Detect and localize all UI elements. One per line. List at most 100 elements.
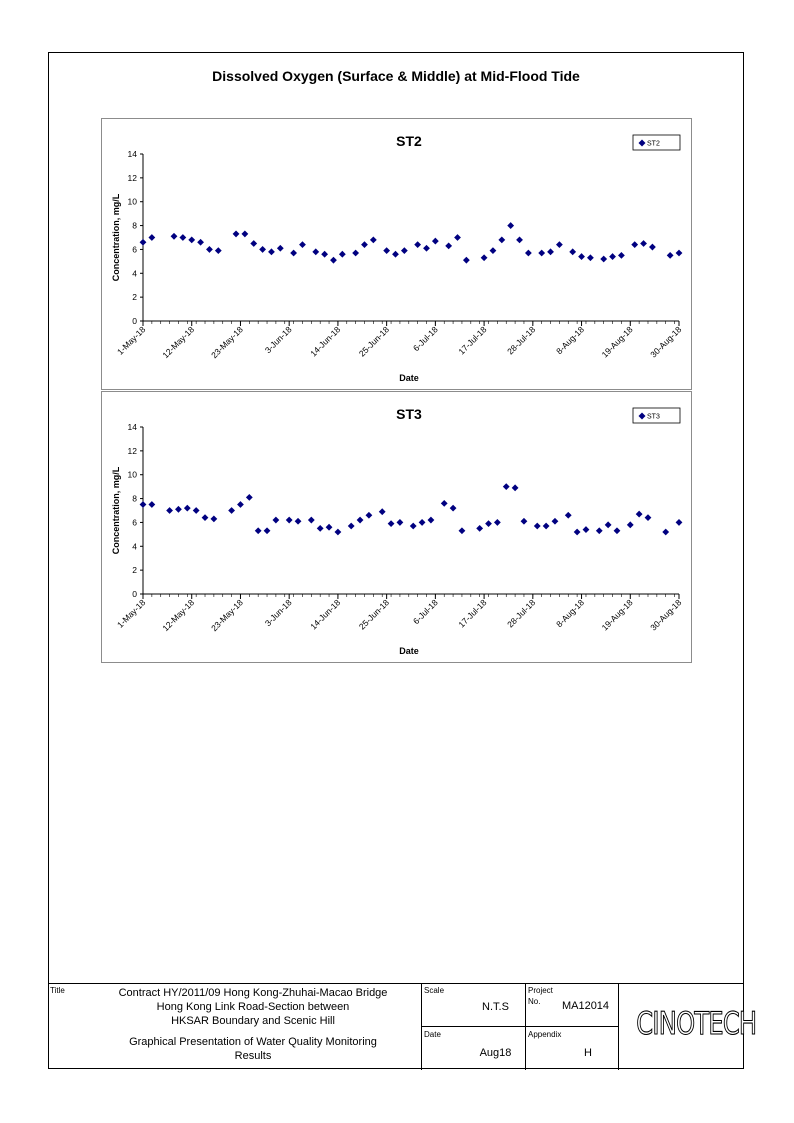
chart-svg: ST3 0 2 4 6 8 10 12 14 1-May-18 12-May-18 23-May-18…	[111, 406, 684, 656]
data-point	[299, 241, 306, 249]
y-tick-label: 0	[132, 316, 137, 326]
data-point	[245, 493, 253, 501]
x-tick-label: 28-Jul-18	[505, 324, 537, 356]
data-point	[290, 249, 298, 257]
y-axis-label: Concentration, mg/L	[111, 466, 121, 554]
data-point	[409, 522, 417, 530]
x-axis-label: Date	[399, 646, 419, 656]
chart-panel-st2: ST2 0 2 4 6 8 10 12 14 1-May-18 12-May-18 23-May-18…	[101, 118, 692, 390]
x-tick-label: 17-Jul-18	[456, 324, 488, 356]
data-point	[175, 505, 182, 513]
data-point	[462, 256, 470, 264]
y-tick-label: 6	[132, 517, 137, 527]
project-label: Project	[528, 986, 553, 995]
data-point	[582, 526, 590, 533]
y-tick-label: 14	[128, 422, 138, 432]
data-point	[365, 511, 373, 519]
data-point	[312, 248, 320, 256]
x-tick-label: 25-Jun-18	[357, 597, 391, 631]
data-point	[613, 527, 621, 535]
x-tick-label: 8-Aug-18	[554, 597, 586, 629]
data-point	[649, 243, 656, 251]
legend: ST3	[632, 407, 681, 424]
data-point	[183, 504, 191, 512]
data-point	[259, 246, 267, 253]
data-point	[272, 516, 280, 524]
page-frame	[48, 52, 744, 1069]
chart-svg: ST2 0 2 4 6 8 10 12 14 1-May-18 12-May-18 23-May-18…	[111, 133, 684, 383]
data-point	[237, 501, 244, 508]
y-tick-label: 8	[132, 494, 137, 504]
data-point	[179, 234, 187, 241]
data-point	[573, 528, 581, 536]
data-point	[250, 240, 258, 247]
legend-box	[632, 407, 681, 424]
data-point	[139, 238, 147, 246]
x-tick-label: 14-Jun-18	[308, 324, 342, 358]
data-point	[445, 242, 453, 250]
legend-label: ST3	[647, 414, 660, 421]
data-point	[604, 521, 612, 529]
data-point	[423, 244, 430, 252]
data-point	[276, 244, 284, 252]
legend-marker	[638, 412, 646, 420]
data-point	[188, 236, 196, 244]
chart-panel-st3: ST3 0 2 4 6 8 10 12 14 1-May-18 12-May-18 23-May-18…	[101, 391, 692, 663]
project-no-label: No.	[528, 997, 541, 1006]
y-axis-label: Concentration, mg/L	[111, 193, 121, 281]
divider	[421, 984, 422, 1070]
x-tick-label: 28-Jul-18	[505, 597, 537, 629]
data-point	[485, 520, 492, 528]
data-point	[330, 256, 337, 264]
date-value: Aug18	[479, 1047, 512, 1059]
data-point	[498, 236, 506, 244]
y-tick-label: 14	[128, 149, 138, 159]
data-point	[511, 484, 519, 492]
data-point	[431, 237, 439, 245]
y-tick-label: 4	[132, 541, 137, 551]
y-tick-label: 6	[132, 244, 137, 254]
y-tick-label: 10	[128, 470, 138, 480]
data-point	[578, 253, 585, 260]
data-point	[170, 232, 178, 240]
data-point	[454, 234, 461, 241]
x-tick-label: 12-May-18	[160, 324, 196, 360]
y-tick-label: 4	[132, 268, 137, 278]
data-point	[520, 517, 528, 525]
appendix-value: H	[584, 1047, 592, 1059]
data-point	[524, 249, 532, 257]
data-point	[618, 251, 625, 259]
x-tick-label: 23-May-18	[209, 597, 245, 633]
x-tick-label: 17-Jul-18	[456, 597, 488, 629]
data-point	[666, 251, 674, 259]
chart-title: ST3	[396, 406, 422, 422]
drawing-subtitle: Graphical Presentation of Water Quality …	[88, 1035, 418, 1063]
data-point	[507, 222, 515, 229]
y-tick-label: 2	[132, 292, 137, 302]
data-point	[600, 255, 608, 263]
data-point	[631, 241, 639, 249]
data-point	[644, 514, 652, 522]
data-point	[493, 519, 501, 526]
data-point	[542, 522, 550, 530]
date-label: Date	[424, 1030, 441, 1039]
data-point	[396, 519, 404, 526]
data-point	[387, 520, 395, 528]
x-tick-label: 12-May-18	[160, 597, 196, 633]
y-tick-label: 0	[132, 589, 137, 599]
data-point	[285, 516, 293, 524]
contract-title-line: HKSAR Boundary and Scenic Hill	[171, 1015, 335, 1027]
data-point	[502, 483, 510, 491]
project-no-value: MA12014	[561, 1000, 610, 1012]
drawing-subtitle-line: Graphical Presentation of Water Quality …	[129, 1036, 377, 1048]
data-point	[321, 250, 329, 258]
data-point	[325, 523, 333, 531]
data-point	[626, 521, 634, 529]
y-tick-label: 12	[128, 173, 138, 183]
legend: ST2	[632, 134, 681, 151]
data-point	[228, 507, 235, 514]
data-point	[414, 241, 422, 249]
data-point	[538, 249, 546, 257]
data-point	[609, 253, 616, 260]
x-tick-label: 8-Aug-18	[554, 324, 586, 356]
